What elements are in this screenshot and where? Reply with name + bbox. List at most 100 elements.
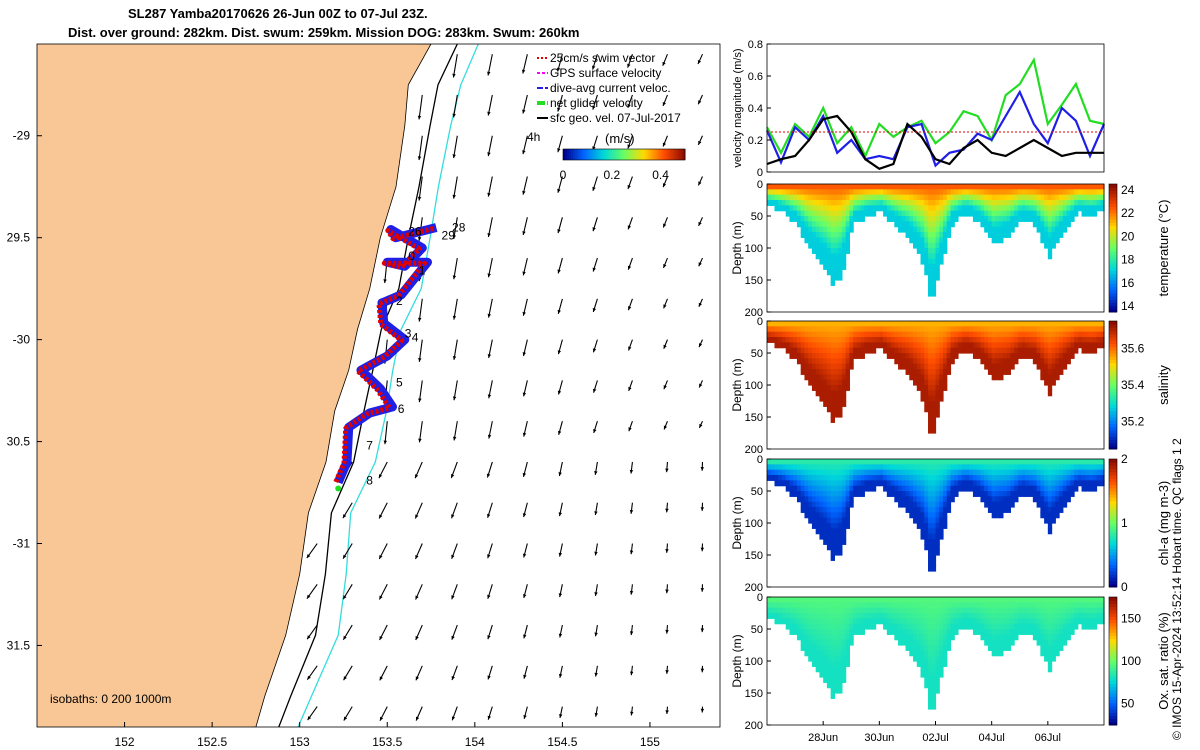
section-cell xyxy=(984,629,989,635)
section-cell xyxy=(841,671,847,678)
section-cell xyxy=(957,607,963,614)
time-x-tick-label: 06Jul xyxy=(1035,732,1061,744)
section-cell xyxy=(954,321,959,327)
section-cell xyxy=(826,671,832,678)
section-cell xyxy=(868,597,873,603)
section-cell xyxy=(856,469,862,476)
section-cell xyxy=(931,280,937,286)
section-cell xyxy=(901,210,907,217)
section-cell xyxy=(946,602,952,609)
section-cell xyxy=(853,347,858,354)
section-cell xyxy=(796,602,802,609)
section-cell xyxy=(913,321,918,327)
section-cell xyxy=(935,194,940,201)
section-cell xyxy=(969,326,974,333)
colorbar-cell xyxy=(1109,686,1117,691)
section-cell xyxy=(834,189,839,196)
section-cell xyxy=(909,613,914,619)
section-cell xyxy=(916,242,922,249)
section-cell xyxy=(995,507,1000,513)
section-cell xyxy=(830,264,835,270)
vector-head xyxy=(417,237,422,241)
section-cell xyxy=(789,480,794,487)
section-cell xyxy=(995,374,1000,381)
section-cell xyxy=(1044,200,1049,206)
colorbar-frame xyxy=(1108,458,1118,588)
section-cell xyxy=(942,523,948,529)
section-cell xyxy=(898,629,903,635)
section-cell xyxy=(1014,189,1019,196)
section-cell xyxy=(935,544,940,551)
section-cell xyxy=(770,321,776,327)
section-cell xyxy=(928,480,933,487)
section-cell xyxy=(942,469,948,476)
section-cell xyxy=(834,634,839,641)
section-cell xyxy=(834,216,839,222)
section-cell xyxy=(1036,342,1041,349)
legend-label: 25cm/s swim vector xyxy=(550,51,655,65)
section-cell xyxy=(823,189,828,196)
section-cell xyxy=(1055,618,1060,625)
section-cell xyxy=(868,469,873,476)
section-cell xyxy=(1002,491,1008,497)
section-cell xyxy=(1062,216,1068,222)
section-cell xyxy=(796,464,802,471)
section-cell xyxy=(1006,337,1011,343)
section-cell xyxy=(838,248,843,254)
section-cell xyxy=(913,650,918,657)
section-cell xyxy=(845,321,850,327)
section-cell xyxy=(830,485,835,492)
section-cell xyxy=(819,363,824,370)
section-cell xyxy=(796,210,802,217)
section-cell xyxy=(909,321,914,327)
section-cell xyxy=(894,216,899,222)
section-cell xyxy=(942,607,948,614)
legend-scale-label: 4h xyxy=(527,130,540,144)
section-cell xyxy=(1029,491,1034,497)
section-cell xyxy=(1017,189,1023,196)
section-cell xyxy=(819,232,824,238)
section-cell xyxy=(838,539,843,545)
section-cell xyxy=(841,248,847,254)
section-cell xyxy=(774,337,779,343)
vector-head xyxy=(486,473,491,478)
section-cell xyxy=(972,200,978,206)
section-cell xyxy=(808,189,813,196)
section-cell xyxy=(804,221,809,228)
section-cell xyxy=(826,342,832,349)
section-cell xyxy=(886,347,892,354)
section-cell xyxy=(883,613,888,619)
section-cell xyxy=(845,347,850,354)
section-cell xyxy=(838,512,843,519)
section-cell xyxy=(849,326,854,333)
section-cell xyxy=(781,205,787,212)
section-cell xyxy=(1062,221,1068,228)
section-cell xyxy=(913,216,918,222)
section-cell xyxy=(1074,347,1079,354)
section-cell xyxy=(1047,496,1053,503)
section-cell xyxy=(1092,200,1098,206)
section-cell xyxy=(1017,597,1023,603)
section-cell xyxy=(1010,597,1015,603)
section-cell xyxy=(804,634,809,641)
section-cell xyxy=(1040,602,1045,609)
section-cell xyxy=(834,385,839,391)
section-cell xyxy=(924,639,929,646)
section-cell xyxy=(931,496,937,503)
section-cell xyxy=(991,645,997,651)
section-cell xyxy=(1040,205,1045,212)
section-cell xyxy=(928,703,933,710)
section-cell xyxy=(804,232,809,238)
vector-head xyxy=(698,221,702,226)
section-cell xyxy=(995,480,1000,487)
section-cell xyxy=(838,232,843,238)
colorbar-cell xyxy=(1109,542,1117,546)
section-cell xyxy=(853,629,858,635)
section-cell xyxy=(928,269,933,276)
colorbar-cell xyxy=(1109,308,1117,313)
section-cell xyxy=(1044,501,1049,508)
section-cell xyxy=(913,226,918,233)
section-cell xyxy=(875,205,880,212)
section-cell xyxy=(1055,237,1060,244)
section-cell xyxy=(868,184,873,190)
